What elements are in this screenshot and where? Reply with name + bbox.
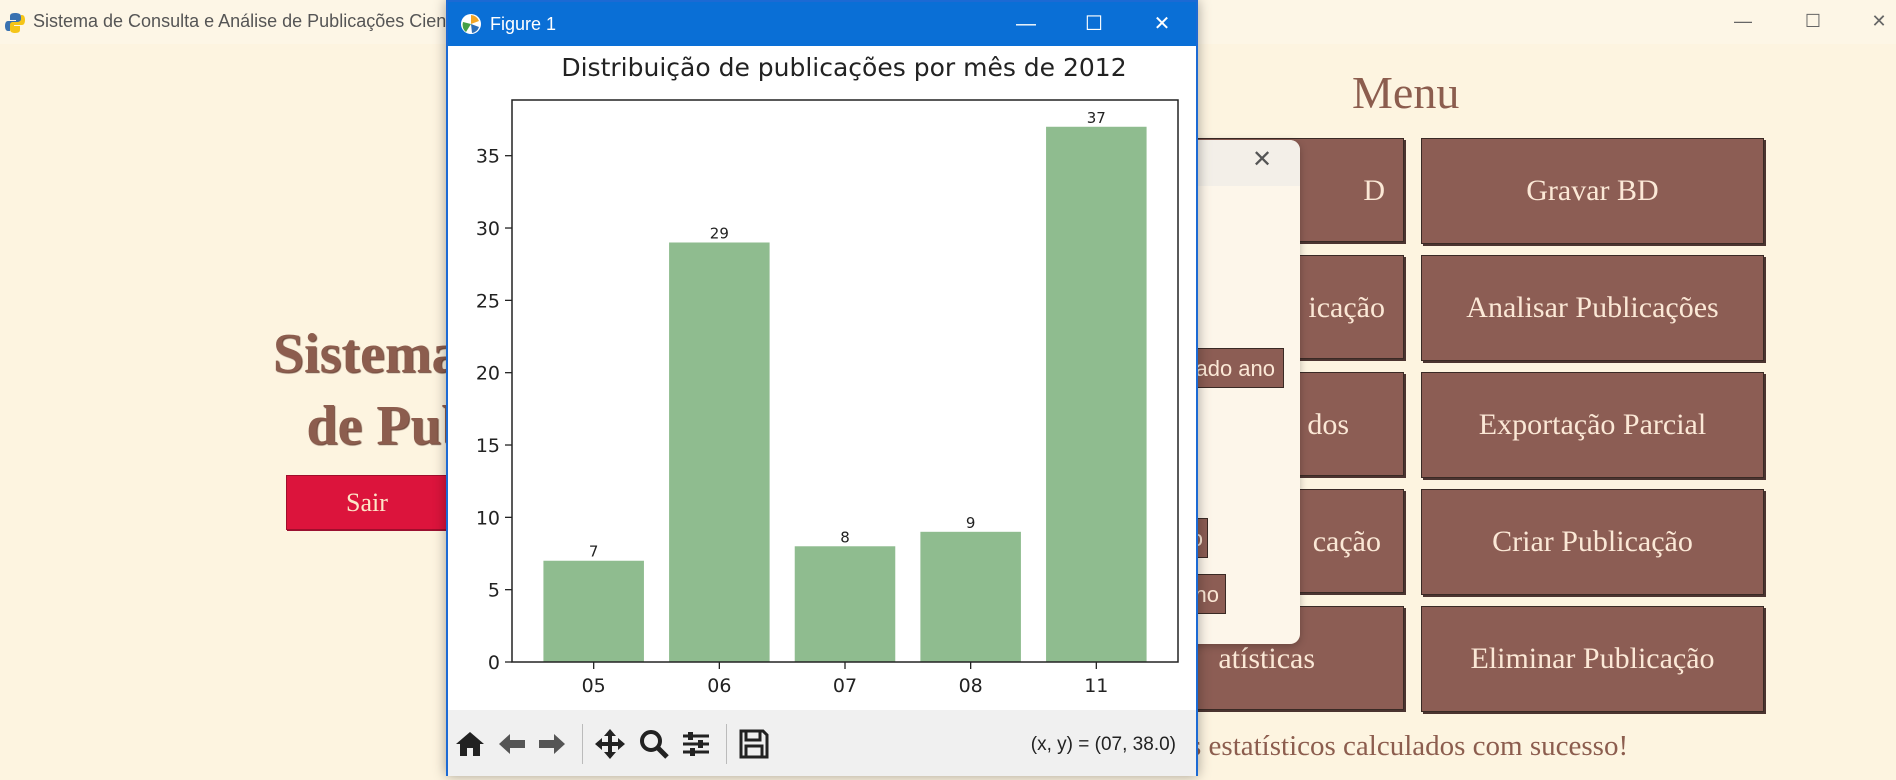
close-button[interactable]: ✕ <box>1871 11 1887 31</box>
x-tick-label: 07 <box>833 675 857 697</box>
menu-button-analyze-publications[interactable]: Analisar Publicações <box>1421 255 1764 361</box>
cursor-coordinates: (x, y) = (07, 38.0) <box>1030 734 1176 755</box>
figure-maximize-button[interactable]: ☐ <box>1085 13 1103 35</box>
exit-button[interactable]: Sair <box>286 475 448 530</box>
matplotlib-icon <box>461 14 481 34</box>
menu-button-save-db[interactable]: Gravar BD <box>1421 138 1764 244</box>
chart-title: Distribuição de publicações por mês de 2… <box>561 53 1126 82</box>
pan-icon[interactable] <box>594 728 626 760</box>
menu-button-delete-publication[interactable]: Eliminar Publicação <box>1421 606 1764 712</box>
python-icon <box>5 13 25 33</box>
y-tick-label: 25 <box>476 290 500 312</box>
configure-icon[interactable] <box>680 728 712 760</box>
x-axis: 05 06 07 08 11 <box>582 662 1108 697</box>
bar-chart: Distribuição de publicações por mês de 2… <box>476 53 1179 697</box>
bar-value-label: 29 <box>710 224 729 242</box>
bar-05 <box>543 560 644 662</box>
bar-06 <box>669 242 770 662</box>
bar-value-label: 37 <box>1087 109 1106 127</box>
figure-window: Figure 1 — ☐ ✕ Distribuição de publicaçõ… <box>446 0 1198 776</box>
y-axis: 0 5 10 15 20 25 30 35 <box>476 146 512 674</box>
figure-close-button[interactable]: ✕ <box>1153 13 1171 35</box>
toolbar-separator <box>726 724 727 764</box>
bar-value-label: 8 <box>840 528 850 546</box>
bar-08 <box>920 531 1021 662</box>
y-tick-label: 35 <box>476 146 500 168</box>
bar-value-label: 7 <box>589 543 599 561</box>
bars: 7 29 8 9 37 <box>543 109 1147 662</box>
toolbar-separator <box>582 724 583 764</box>
x-tick-label: 11 <box>1084 675 1108 697</box>
back-icon[interactable] <box>496 728 528 760</box>
bar-11 <box>1046 126 1147 662</box>
plot-frame <box>511 99 1179 663</box>
y-tick-label: 10 <box>476 507 500 529</box>
x-tick-label: 05 <box>582 675 606 697</box>
save-icon[interactable] <box>738 728 770 760</box>
bar-07 <box>794 546 896 662</box>
zoom-icon[interactable] <box>638 728 670 760</box>
y-tick-label: 30 <box>476 218 500 240</box>
y-tick-label: 5 <box>488 580 500 602</box>
status-message: s estatísticos calculados com sucesso! <box>1190 730 1629 762</box>
dialog-close-icon[interactable]: ✕ <box>1252 146 1273 173</box>
bar-value-label: 9 <box>966 514 976 532</box>
y-tick-label: 0 <box>488 652 500 674</box>
x-tick-label: 06 <box>707 675 731 697</box>
y-tick-label: 20 <box>476 363 500 385</box>
menu-button-partial-export[interactable]: Exportação Parcial <box>1421 372 1764 478</box>
forward-icon[interactable] <box>536 728 568 760</box>
maximize-button[interactable]: ☐ <box>1804 11 1822 31</box>
menu-button-create-publication[interactable]: Criar Publicação <box>1421 489 1764 595</box>
menu-title: Menu <box>1352 67 1460 118</box>
main-window-title: Sistema de Consulta e Análise de Publica… <box>33 11 462 31</box>
y-tick-label: 15 <box>476 435 500 457</box>
figure-minimize-button[interactable]: — <box>1016 13 1036 35</box>
minimize-button[interactable]: — <box>1734 11 1752 31</box>
figure-title: Figure 1 <box>490 14 557 34</box>
home-icon[interactable] <box>454 728 486 760</box>
x-tick-label: 08 <box>959 675 983 697</box>
figure-toolbar: (x, y) = (07, 38.0) <box>448 710 1196 776</box>
figure-titlebar: Figure 1 — ☐ ✕ <box>448 2 1196 46</box>
